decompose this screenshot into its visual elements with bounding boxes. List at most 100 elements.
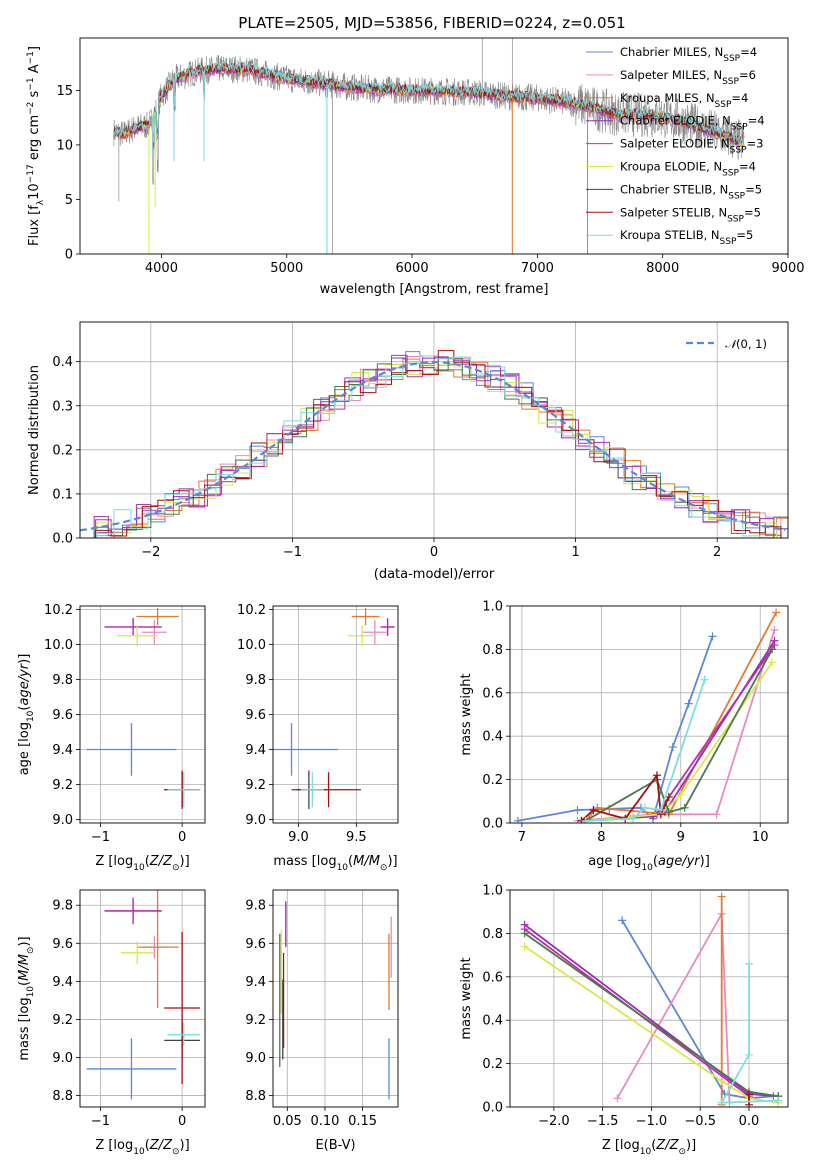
legend-label: Salpeter ELODIE, NSSP=3 [620,137,763,156]
panel-mass-vs-Z: −1 0 8.8 9.0 9.2 9.4 9.6 9.8 Z [log10(Z/Z⊙)] mass… [17,889,206,1157]
ytick-label: 8.8 [245,1089,266,1104]
ytick-label: 10.0 [44,638,73,653]
y-axis-label: mass weight [459,957,474,1039]
mass-weight-line [621,919,774,1100]
ytick-label: 8.8 [52,1089,73,1104]
ytick-label: 0.4 [52,355,73,370]
ytick-label: 0.8 [482,643,503,658]
ytick-label: 0.6 [482,970,503,985]
axes-frame [509,605,789,824]
residual-histogram [80,364,788,538]
legend-label: Salpeter STELIB, NSSP=5 [620,205,761,224]
ytick-label: 9.8 [245,899,266,914]
plot-area [273,607,395,809]
ytick-label: 9.0 [52,813,73,828]
mass-weight-marker [652,771,661,780]
x-axis-label: Z [log10(Z/Z⊙)] [95,854,189,873]
ytick-label: 1.0 [482,600,503,615]
axes-frame [272,605,399,824]
plot-area [513,608,781,823]
ytick-label: 0.2 [482,1057,503,1072]
mass-weight-marker [680,803,689,812]
xtick-label: 9 [677,830,685,845]
plot-area [86,890,201,1100]
y-axis-label: Normed distribution [27,365,42,495]
x-axis-label: E(B-V) [315,1138,355,1153]
ytick-label: 10.0 [237,638,266,653]
mass-weight-marker [684,699,693,708]
mass-weight-marker [656,805,665,814]
ytick-label: 0.8 [482,927,503,942]
xtick-label: 5000 [270,261,303,276]
ytick-label: 0.1 [52,487,73,502]
ytick-label: 0.2 [52,443,73,458]
panel-massweight-vs-age: 7 8 9 10 0.0 0.2 0.4 0.6 0.8 1.0 age [log10(age/yr… [459,600,789,873]
mass-weight-marker [581,816,590,823]
ytick-label: 0.6 [482,686,503,701]
mass-weight-line [584,612,777,822]
ytick-label: 9.4 [245,743,266,758]
x-axis-label: (data-model)/error [374,567,495,582]
legend-label: Chabrier ELODIE, NSSP=4 [620,114,765,133]
xtick-label: −1.5 [587,1114,619,1129]
ytick-label: 0.4 [482,730,503,745]
ytick-label: 10.2 [237,603,266,618]
ytick-label: 9.2 [52,778,73,793]
mass-weight-line [517,636,714,822]
ytick-label: 9.0 [245,813,266,828]
xtick-label: −2 [141,545,160,560]
mass-weight-marker [629,814,638,823]
xtick-label: 9.0 [288,830,309,845]
ytick-label: 9.6 [52,937,73,952]
ytick-label: 9.2 [52,1013,73,1028]
mass-weight-marker [520,942,529,951]
mass-weight-marker [708,632,717,641]
xtick-label: 0.10 [310,1114,339,1129]
mass-weight-marker [744,959,753,968]
legend-label: 𝒩(0, 1) [725,337,767,351]
mass-weight-marker [744,1050,753,1059]
mass-weight-line [585,661,773,822]
ytick-label: 9.6 [245,708,266,723]
mass-weight-marker [712,810,721,819]
ytick-label: 9.6 [52,708,73,723]
x-axis-label: Z [log10(Z/Z⊙)] [95,1138,189,1157]
panel-massweight-vs-Z: −2.0 −1.5 −1.0 −0.5 0.0 0.0 0.2 0.4 0.6 0.8 1.0 Z [… [459,884,789,1157]
ytick-label: 0 [65,248,73,263]
ytick-label: 9.6 [245,937,266,952]
ytick-label: 0.0 [482,817,503,832]
mass-weight-marker [717,1098,726,1107]
model-spectrum [113,61,745,144]
xtick-label: −2.0 [538,1114,570,1129]
mass-weight-marker [513,816,522,823]
y-axis-label: age [log10(age/yr)] [17,654,36,776]
mass-weight-marker [770,641,779,650]
mass-weight-marker [744,1089,753,1098]
ytick-label: 0.0 [482,1101,503,1116]
residual-histogram [80,355,788,538]
xtick-label: −1 [91,830,110,845]
axes-frame [79,889,206,1108]
mass-weight-line [580,772,670,822]
xtick-label: −1.0 [636,1114,668,1129]
xtick-label: 0 [178,830,186,845]
xtick-label: 0 [430,545,438,560]
xtick-label: 8000 [646,261,679,276]
legend-label: Chabrier STELIB, NSSP=5 [620,182,762,201]
normal-curve [80,360,786,532]
panel-spectrum: 4000 5000 6000 7000 8000 9000 0 5 10 15 Chabrier M… [26,37,805,297]
xtick-label: 0.0 [739,1114,760,1129]
mass-weight-marker [641,803,650,812]
panel-age-vs-mass: 9.0 9.5 9.0 9.2 9.4 9.6 9.8 10.0 10.2 mass [log10… [237,603,399,873]
mass-weight-line [577,629,776,822]
xtick-label: −1 [91,1114,110,1129]
mass-weight-marker [700,675,709,684]
y-axis-label: mass weight [459,673,474,755]
legend-label: Kroupa MILES, NSSP=4 [620,91,748,110]
xtick-label: 9000 [771,261,804,276]
legend-label: Chabrier MILES, NSSP=4 [620,45,757,64]
mass-weight-line [585,679,706,822]
mass-weight-marker [717,1076,726,1085]
axes-frame [272,889,399,1108]
